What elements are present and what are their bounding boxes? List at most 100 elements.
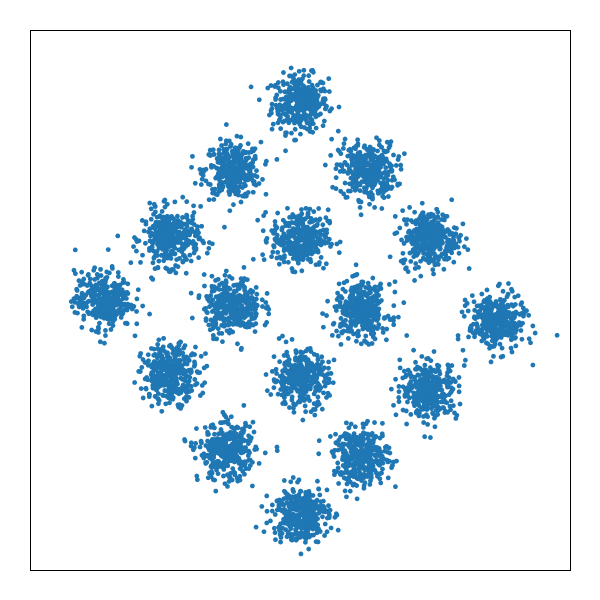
scatter-point [460,221,466,227]
scatter-point [292,80,297,86]
scatter-point [425,256,431,262]
scatter-point [352,307,358,312]
scatter-point [439,230,445,236]
scatter-point [273,82,278,88]
scatter-point [502,311,508,317]
scatter-point [286,368,292,374]
scatter-point [135,287,141,293]
scatter-point [487,294,493,300]
scatter-point [147,248,152,253]
scatter-point [306,375,312,380]
scatter-point [291,251,296,257]
scatter-point [81,313,87,319]
scatter-point [98,273,104,278]
scatter-point [268,392,274,397]
scatter-point [338,315,344,321]
scatter-point [216,184,222,190]
scatter-point [188,383,194,389]
scatter-point [238,142,243,148]
scatter-point [214,165,219,171]
scatter-point [286,405,292,410]
scatter-point [383,174,389,180]
scatter-point [360,421,366,427]
scatter-point [403,265,409,271]
scatter-point [518,302,524,307]
scatter-point [238,347,244,352]
scatter-point [358,314,364,319]
scatter-point [445,363,451,368]
scatter-point [248,149,254,155]
scatter-point [330,321,336,327]
scatter-point [436,368,442,374]
scatter-point [260,304,265,309]
scatter-point [388,168,393,174]
scatter-point [233,431,239,437]
scatter-point [393,163,399,168]
scatter-point [400,250,406,256]
scatter-point [400,208,406,214]
scatter-point [89,327,95,333]
scatter-point [151,248,156,254]
scatter-point [471,299,477,305]
scatter-point [413,359,418,365]
scatter-point [290,226,296,231]
scatter-point [288,374,294,380]
scatter-point [169,380,175,386]
scatter-point [231,288,237,294]
scatter-point [297,220,303,226]
scatter-point [357,205,363,210]
scatter-point [426,396,432,401]
scatter-point [328,371,334,376]
scatter-point [383,165,389,171]
scatter-point [332,304,338,310]
scatter-point [360,309,366,315]
scatter-point [137,353,143,359]
scatter-point [226,167,232,173]
scatter-point [392,231,398,237]
scatter-point [253,285,259,290]
scatter-point [465,247,471,253]
scatter-point [437,243,443,249]
scatter-point [474,303,480,309]
scatter-point [229,477,235,483]
scatter-point [284,349,290,355]
scatter-point [306,226,312,232]
scatter-point [110,318,116,324]
scatter-point [414,384,419,390]
scatter-point [370,177,376,183]
scatter-point [269,126,275,132]
scatter-point [243,423,249,429]
scatter-point [317,260,322,265]
scatter-point [395,314,401,320]
scatter-point [352,187,358,193]
scatter-point [461,244,467,250]
scatter-point [238,156,244,162]
scatter-point [156,337,162,343]
scatter-point [293,87,299,93]
scatter-point [72,310,78,315]
scatter-point [311,401,317,407]
scatter-point [378,180,383,186]
scatter-point [242,285,247,291]
scatter-point [181,253,187,258]
scatter-point [380,326,385,331]
scatter-point [74,286,80,292]
scatter-point [279,372,285,378]
scatter-point [275,210,281,216]
scatter-point [425,414,431,420]
scatter-point [106,321,112,327]
scatter-point [293,220,299,226]
scatter-point [463,236,469,242]
scatter-point [356,295,362,301]
scatter-point [132,333,138,339]
scatter-point [370,196,375,202]
scatter-point [182,372,188,378]
scatter-point [385,475,391,481]
scatter-point [375,190,381,196]
scatter-point [501,321,507,327]
scatter-point [286,362,292,367]
scatter-point [243,314,248,319]
scatter-point [441,266,447,272]
scatter-point [320,123,326,129]
scatter-point [167,225,173,231]
